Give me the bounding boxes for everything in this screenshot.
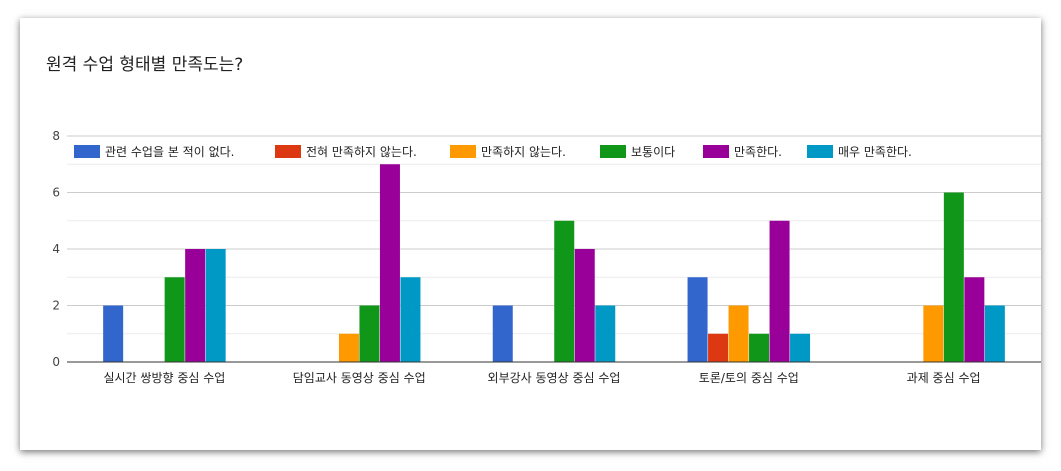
legend-item[interactable]: 매우 만족한다.	[807, 145, 912, 159]
bar	[338, 333, 359, 362]
bar-chart: 0 2 4 6 8 실시간 쌍방향 중심 수업 담임교사 동영상 중심 수업 외부강사 동영상…	[52, 129, 1041, 385]
bar	[708, 333, 729, 362]
legend-swatch	[275, 145, 301, 158]
bar	[943, 192, 964, 362]
y-tick-label: 6	[52, 186, 60, 200]
bar	[923, 305, 944, 362]
bar	[185, 249, 206, 362]
legend-label: 매우 만족한다.	[838, 145, 912, 159]
x-category-label: 과제 중심 수업	[907, 371, 981, 385]
bar	[164, 277, 185, 362]
bar	[964, 277, 985, 362]
bar	[574, 249, 595, 362]
bar	[595, 305, 616, 362]
chart-card: 원격 수업 형태별 만족도는? 0 2 4 6 8 실시간 쌍방향 중심 수업 담임교사 동…	[20, 18, 1041, 450]
legend-swatch	[703, 145, 729, 158]
legend-swatch	[600, 145, 626, 158]
x-category-label: 토론/토의 중심 수업	[699, 371, 799, 385]
legend-label: 관련 수업을 본 적이 없다.	[105, 145, 234, 159]
legend-swatch	[807, 145, 833, 158]
bars	[103, 164, 1005, 362]
y-tick-label: 8	[52, 129, 60, 143]
legend-item[interactable]: 만족한다.	[703, 145, 782, 159]
legend-swatch	[450, 145, 476, 158]
axes: 0 2 4 6 8 실시간 쌍방향 중심 수업 담임교사 동영상 중심 수업 외부강사 동영상…	[52, 129, 1041, 385]
x-category-label: 담임교사 동영상 중심 수업	[293, 371, 426, 385]
bar	[790, 333, 811, 362]
bar	[379, 164, 400, 362]
legend-label: 보통이다	[631, 145, 675, 159]
legend-item[interactable]: 관련 수업을 본 적이 없다.	[74, 145, 234, 159]
legend-swatch	[74, 145, 100, 158]
y-tick-label: 0	[52, 355, 60, 369]
y-tick-label: 4	[52, 242, 60, 256]
legend-item[interactable]: 전혀 만족하지 않는다.	[275, 145, 417, 159]
bar	[687, 277, 708, 362]
legend-label: 만족하지 않는다.	[481, 145, 566, 159]
legend-item[interactable]: 보통이다	[600, 145, 675, 159]
bar	[359, 305, 380, 362]
bar	[749, 333, 770, 362]
bar	[984, 305, 1005, 362]
x-category-label: 외부강사 동영상 중심 수업	[488, 371, 621, 385]
bar	[554, 220, 575, 362]
x-category-label: 실시간 쌍방향 중심 수업	[103, 371, 225, 385]
bar	[492, 305, 513, 362]
y-tick-label: 2	[52, 299, 60, 313]
legend-item[interactable]: 만족하지 않는다.	[450, 145, 566, 159]
bar	[205, 249, 226, 362]
bar	[103, 305, 124, 362]
legend: 관련 수업을 본 적이 없다. 전혀 만족하지 않는다. 만족하지 않는다. 보통이다…	[74, 145, 912, 159]
bar	[769, 220, 790, 362]
bar	[728, 305, 749, 362]
gridlines	[67, 135, 1041, 335]
legend-label: 만족한다.	[734, 145, 782, 159]
chart-title: 원격 수업 형태별 만족도는?	[46, 55, 244, 75]
legend-label: 전혀 만족하지 않는다.	[306, 145, 417, 159]
bar	[400, 277, 421, 362]
